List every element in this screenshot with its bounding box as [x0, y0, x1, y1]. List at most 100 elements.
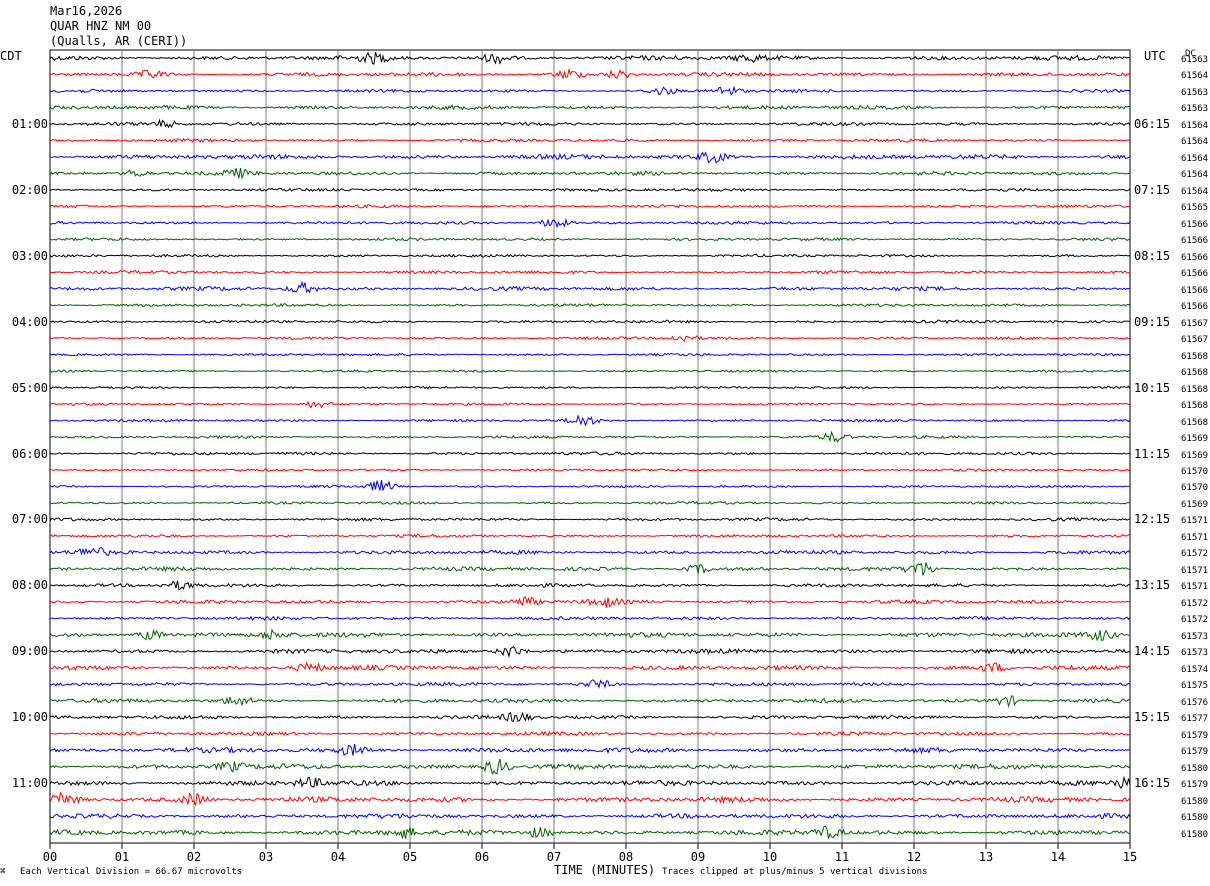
dc-offset-label: 61568 [1181, 368, 1209, 379]
dc-offset-label: 61580 [1181, 763, 1209, 774]
dc-offset-label: 61564 [1181, 170, 1209, 181]
cdt-hour-label: 05:00 [11, 380, 48, 395]
dc-offset-label: 61564 [1181, 186, 1209, 197]
utc-hour-label: 10:15 [1134, 380, 1171, 395]
dc-offset-label: 61576 [1181, 697, 1209, 708]
cdt-hour-label: 10:00 [11, 710, 48, 725]
dc-offset-label: 61571 [1181, 516, 1209, 527]
seismic-trace [49, 280, 1131, 294]
date-label: Mar16,2026 [50, 4, 123, 18]
cdt-hour-label: 08:00 [11, 578, 48, 593]
dc-offset-label: 61566 [1181, 252, 1209, 263]
dc-offset-label: 61564 [1181, 153, 1209, 164]
dc-offset-label: 61569 [1181, 499, 1209, 510]
dc-offset-label: 61569 [1181, 450, 1209, 461]
seismic-trace [49, 615, 1131, 622]
seismic-trace [49, 302, 1131, 308]
x-tick-label: 11 [834, 850, 850, 864]
seismic-trace [49, 187, 1131, 193]
cdt-hour-label: 04:00 [11, 314, 48, 329]
seismic-trace [49, 253, 1131, 258]
seismic-trace [49, 791, 1131, 806]
clip-note: Traces clipped at plus/minus 5 vertical … [662, 867, 928, 877]
dc-offset-label: 61569 [1181, 434, 1209, 445]
utc-hour-label: 13:15 [1134, 578, 1171, 593]
cdt-hour-label: 07:00 [11, 512, 48, 527]
seismic-trace [49, 335, 1131, 342]
dc-offset-label: 61563 [1181, 87, 1209, 98]
dc-offset-label: 61571 [1181, 532, 1209, 543]
x-tick-label: 04 [330, 850, 346, 864]
dc-offset-label: 61572 [1181, 598, 1209, 609]
dc-offset-label: 61577 [1181, 714, 1209, 725]
dc-offset-label: 61580 [1181, 813, 1209, 824]
plot-frame [49, 49, 1131, 844]
dc-offset-label: 61564 [1181, 137, 1209, 148]
cdt-hour-label: 11:00 [11, 776, 48, 791]
seismic-trace [49, 517, 1131, 523]
seismic-trace [49, 500, 1131, 505]
utc-hour-label: 14:15 [1134, 644, 1171, 659]
x-tick-label: 00 [42, 850, 58, 864]
right-timezone-label: UTC [1144, 49, 1166, 63]
seismic-trace [49, 400, 1131, 409]
seismic-trace [49, 758, 1131, 776]
x-tick-label: 02 [186, 850, 202, 864]
dc-offset-label: 61571 [1181, 565, 1209, 576]
utc-hour-label: 07:15 [1134, 182, 1171, 197]
dc-offset-label: 61575 [1181, 681, 1209, 692]
seismic-trace [49, 679, 1131, 689]
x-tick-label: 14 [1050, 850, 1066, 864]
cdt-hour-label: 01:00 [11, 116, 48, 131]
seismic-trace [49, 546, 1131, 556]
seismic-trace [50, 596, 1131, 608]
dc-offset-label: 61573 [1181, 631, 1209, 642]
seismic-trace [49, 646, 1131, 658]
x-tick-label: 13 [978, 850, 994, 864]
dc-offset-label: 61566 [1181, 285, 1209, 296]
dc-offset-label: 61568 [1181, 351, 1209, 362]
seismic-trace [49, 451, 1131, 456]
dc-offset-label: 61566 [1181, 302, 1209, 313]
dc-offset-label: 61570 [1181, 467, 1209, 477]
dc-offset-label: 61571 [1181, 582, 1209, 593]
seismic-trace [49, 580, 1130, 591]
dc-offset-label: 61564 [1181, 71, 1209, 82]
seismic-trace [49, 104, 1131, 111]
seismic-trace [49, 562, 1131, 577]
dc-offset-label: 61579 [1181, 780, 1209, 791]
utc-hour-label: 08:15 [1134, 248, 1171, 263]
dc-offset-label: 61563 [1181, 55, 1209, 65]
dc-offset-label: 61565 [1181, 203, 1209, 214]
seismic-trace [49, 51, 1131, 65]
x-tick-label: 15 [1122, 850, 1138, 864]
seismic-trace [49, 468, 1131, 472]
seismic-trace [49, 319, 1131, 325]
seismic-trace [49, 414, 1131, 427]
seismic-trace [49, 67, 1131, 80]
dc-offset-label: 61573 [1181, 648, 1209, 659]
seismic-trace [49, 151, 1131, 164]
dc-offset-label: 61567 [1181, 335, 1209, 346]
seismic-trace [49, 430, 1131, 443]
dc-offset-label: 61580 [1181, 796, 1209, 807]
x-tick-label: 08 [618, 850, 634, 864]
seismic-trace [49, 628, 1131, 642]
dc-offset-label: 61572 [1181, 549, 1209, 560]
seismic-trace [49, 167, 1130, 180]
utc-hour-label: 11:15 [1134, 446, 1171, 461]
corner-mark: ⌘ [0, 867, 6, 877]
dc-offset-label: 61566 [1181, 269, 1209, 280]
seismic-trace [49, 480, 1131, 491]
seismic-trace [49, 352, 1131, 357]
seismic-trace [49, 730, 1131, 737]
seismic-trace [49, 269, 1131, 275]
seismic-trace [49, 236, 1131, 242]
seismic-trace [49, 533, 1131, 539]
dc-offset-label: 61564 [1181, 120, 1209, 131]
x-tick-label: 01 [114, 850, 130, 864]
dc-offset-label: 61563 [1181, 104, 1209, 115]
dc-offset-label: 61566 [1181, 236, 1209, 247]
utc-hour-label: 09:15 [1134, 314, 1171, 329]
